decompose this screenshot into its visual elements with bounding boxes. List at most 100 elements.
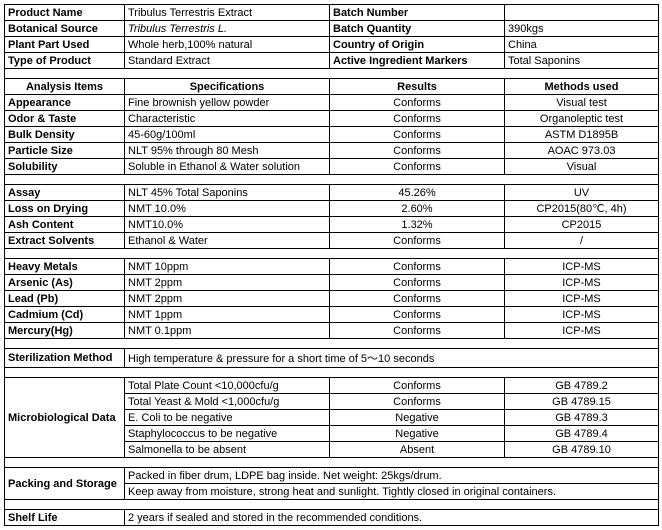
table-row: Plant Part UsedWhole herb,100% naturalCo… xyxy=(5,37,659,53)
spec: NMT 0.1ppm xyxy=(125,323,330,339)
spec: Fine brownish yellow powder xyxy=(125,95,330,111)
method: GB 4789.4 xyxy=(505,426,659,442)
result: Conforms xyxy=(330,323,505,339)
spec: 45-60g/100ml xyxy=(125,127,330,143)
analysis-item: Odor & Taste xyxy=(5,111,125,127)
result: Conforms xyxy=(330,127,505,143)
result: Conforms xyxy=(330,95,505,111)
header-value xyxy=(505,5,659,21)
analysis-item: Assay xyxy=(5,185,125,201)
result: Negative xyxy=(330,410,505,426)
analysis-item: Bulk Density xyxy=(5,127,125,143)
header-label: Batch Number xyxy=(330,5,505,21)
method: CP2015 xyxy=(505,217,659,233)
micro-label: Microbiological Data xyxy=(5,378,125,458)
analysis-item: Solubility xyxy=(5,159,125,175)
table-row: Bulk Density45-60g/100mlConformsASTM D18… xyxy=(5,127,659,143)
table-row: Botanical SourceTribulus Terrestris L.Ba… xyxy=(5,21,659,37)
method: GB 4789.2 xyxy=(505,378,659,394)
result: 1.32% xyxy=(330,217,505,233)
analysis-item: Cadmium (Cd) xyxy=(5,307,125,323)
packing-value: Packed in fiber drum, LDPE bag inside. N… xyxy=(125,468,659,484)
table-row: AppearanceFine brownish yellow powderCon… xyxy=(5,95,659,111)
table-row: Cadmium (Cd)NMT 1ppmConformsICP-MS xyxy=(5,307,659,323)
table-row: Packing and StoragePacked in fiber drum,… xyxy=(5,468,659,484)
method: Visual xyxy=(505,159,659,175)
header-value: Tribulus Terrestris L. xyxy=(125,21,330,37)
table-row: SolubilitySoluble in Ethanol & Water sol… xyxy=(5,159,659,175)
header-label: Product Name xyxy=(5,5,125,21)
header-value: Standard Extract xyxy=(125,53,330,69)
method: ICP-MS xyxy=(505,291,659,307)
table-row: Arsenic (As)NMT 2ppmConformsICP-MS xyxy=(5,275,659,291)
table-row: Particle SizeNLT 95% through 80 MeshConf… xyxy=(5,143,659,159)
analysis-item: Appearance xyxy=(5,95,125,111)
spec: NMT 10.0% xyxy=(125,201,330,217)
method: Organoleptic test xyxy=(505,111,659,127)
result: 45.26% xyxy=(330,185,505,201)
table-row: Sterilization MethodHigh temperature & p… xyxy=(5,349,659,368)
analysis-item: Lead (Pb) xyxy=(5,291,125,307)
header-value: Total Saponins xyxy=(505,53,659,69)
table-row: AssayNLT 45% Total Saponins45.26%UV xyxy=(5,185,659,201)
header-label: Country of Origin xyxy=(330,37,505,53)
analysis-item: Arsenic (As) xyxy=(5,275,125,291)
header-value: Whole herb,100% natural xyxy=(125,37,330,53)
table-row: Extract SolventsEthanol & WaterConforms/ xyxy=(5,233,659,249)
header-label: Type of Product xyxy=(5,53,125,69)
packing-value: Keep away from moisture, strong heat and… xyxy=(125,484,659,500)
sterilization-value: High temperature & pressure for a short … xyxy=(125,349,659,368)
spec: Total Yeast & Mold <1,000cfu/g xyxy=(125,394,330,410)
result: Conforms xyxy=(330,159,505,175)
method: GB 4789.10 xyxy=(505,442,659,458)
table-row: Odor & TasteCharacteristicConformsOrgano… xyxy=(5,111,659,127)
table-row: Loss on DryingNMT 10.0%2.60%CP2015(80℃, … xyxy=(5,201,659,217)
spec: Ethanol & Water xyxy=(125,233,330,249)
header-label: Batch Quantity xyxy=(330,21,505,37)
analysis-item: Ash Content xyxy=(5,217,125,233)
result: Conforms xyxy=(330,291,505,307)
header-label: Active Ingredient Markers xyxy=(330,53,505,69)
method: CP2015(80℃, 4h) xyxy=(505,201,659,217)
result: Conforms xyxy=(330,307,505,323)
header-label: Plant Part Used xyxy=(5,37,125,53)
coa-table: Product NameTribulus Terrestris ExtractB… xyxy=(4,4,659,526)
result: Conforms xyxy=(330,378,505,394)
analysis-item: Heavy Metals xyxy=(5,259,125,275)
packing-label: Packing and Storage xyxy=(5,468,125,500)
spec: NMT 2ppm xyxy=(125,291,330,307)
sterilization-label: Sterilization Method xyxy=(5,349,125,368)
method: UV xyxy=(505,185,659,201)
table-row: Lead (Pb)NMT 2ppmConformsICP-MS xyxy=(5,291,659,307)
spec: NMT10.0% xyxy=(125,217,330,233)
method: GB 4789.15 xyxy=(505,394,659,410)
method: GB 4789.3 xyxy=(505,410,659,426)
result: Conforms xyxy=(330,143,505,159)
result: Conforms xyxy=(330,394,505,410)
analysis-item: Particle Size xyxy=(5,143,125,159)
col-header: Specifications xyxy=(125,79,330,95)
table-row: Product NameTribulus Terrestris ExtractB… xyxy=(5,5,659,21)
analysis-item: Mercury(Hg) xyxy=(5,323,125,339)
table-row: Ash ContentNMT10.0%1.32%CP2015 xyxy=(5,217,659,233)
result: Conforms xyxy=(330,233,505,249)
result: Conforms xyxy=(330,275,505,291)
spec: NMT 10ppm xyxy=(125,259,330,275)
spec: Staphylococcus to be negative xyxy=(125,426,330,442)
spec: Salmonella to be absent xyxy=(125,442,330,458)
header-value: 390kgs xyxy=(505,21,659,37)
table-row: Shelf Life2 years if sealed and stored i… xyxy=(5,510,659,526)
spec: Soluble in Ethanol & Water solution xyxy=(125,159,330,175)
col-header: Results xyxy=(330,79,505,95)
method: Visual test xyxy=(505,95,659,111)
result: Absent xyxy=(330,442,505,458)
method: ICP-MS xyxy=(505,275,659,291)
shelf-value: 2 years if sealed and stored in the reco… xyxy=(125,510,659,526)
spec: NLT 95% through 80 Mesh xyxy=(125,143,330,159)
header-label: Botanical Source xyxy=(5,21,125,37)
method: AOAC 973.03 xyxy=(505,143,659,159)
method: ICP-MS xyxy=(505,307,659,323)
analysis-item: Extract Solvents xyxy=(5,233,125,249)
table-row: Mercury(Hg)NMT 0.1ppmConformsICP-MS xyxy=(5,323,659,339)
result: Negative xyxy=(330,426,505,442)
